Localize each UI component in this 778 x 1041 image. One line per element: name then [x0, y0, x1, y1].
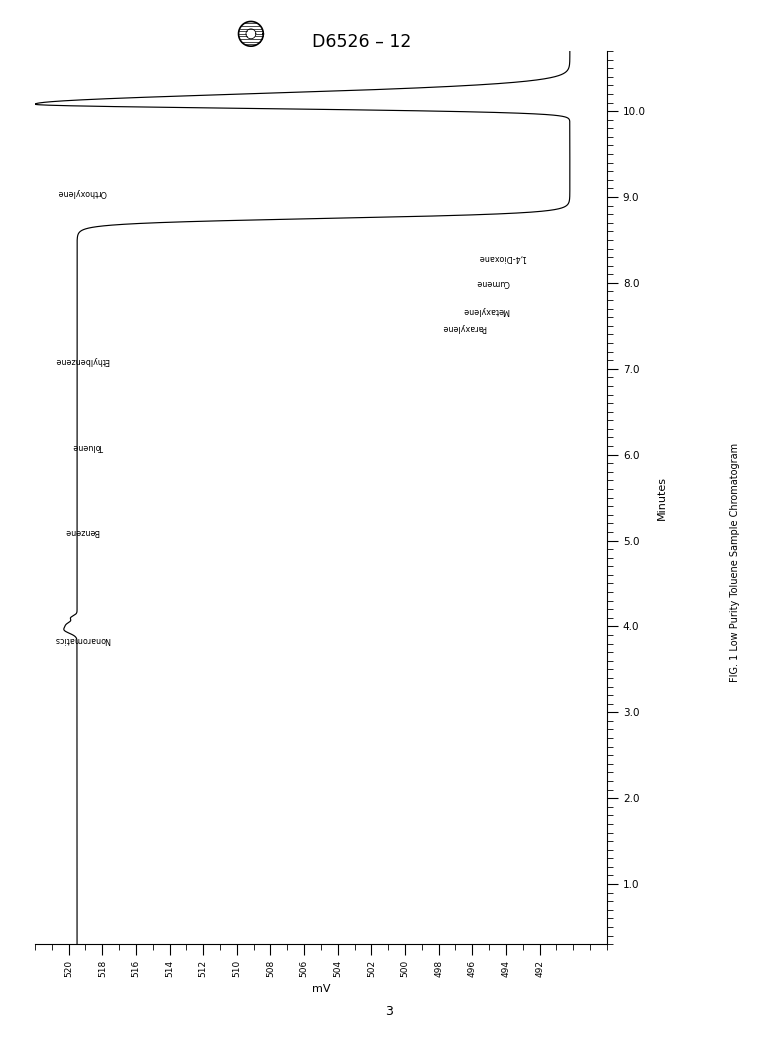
Text: Cumene: Cumene: [475, 278, 510, 287]
Text: Orthoxylene: Orthoxylene: [58, 188, 107, 197]
Text: Metaxylene: Metaxylene: [462, 306, 509, 314]
Text: 1,4-Dioxane: 1,4-Dioxane: [478, 253, 527, 261]
Text: Nonaromatics: Nonaromatics: [54, 635, 110, 643]
Text: 3: 3: [385, 1006, 393, 1018]
Text: Paraxylene: Paraxylene: [442, 323, 486, 332]
Text: Ethylbenzene: Ethylbenzene: [55, 356, 110, 364]
Text: D6526 – 12: D6526 – 12: [312, 33, 412, 51]
Text: Toluene: Toluene: [73, 441, 104, 451]
X-axis label: mV: mV: [312, 985, 330, 994]
Text: FIG. 1 Low Purity Toluene Sample Chromatogram: FIG. 1 Low Purity Toluene Sample Chromat…: [731, 442, 740, 682]
Text: Benzene: Benzene: [65, 528, 100, 536]
Y-axis label: Minutes: Minutes: [657, 476, 667, 519]
